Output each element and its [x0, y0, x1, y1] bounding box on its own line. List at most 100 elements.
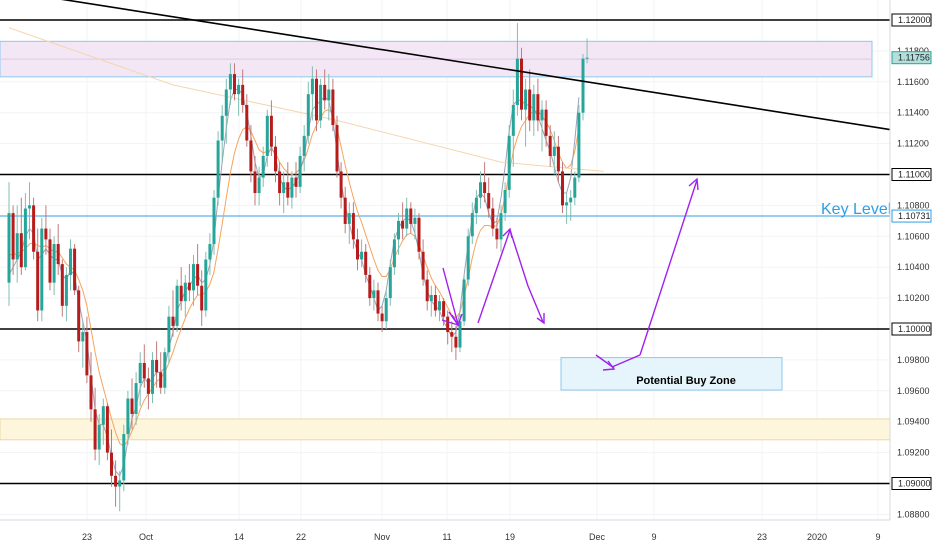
candle-body	[548, 135, 552, 156]
candle-body	[171, 316, 175, 326]
candle	[114, 460, 118, 507]
candle-body	[282, 182, 286, 194]
candle	[171, 290, 175, 337]
candle	[470, 202, 474, 245]
candle	[413, 208, 417, 240]
price-tag-label: 1.10731	[898, 211, 931, 221]
candle	[253, 155, 257, 206]
candle-body	[351, 213, 355, 240]
candle	[134, 372, 138, 425]
candle	[561, 162, 564, 214]
price-tick-label: 1.10400	[897, 262, 930, 272]
price-tick-label: 1.10800	[897, 200, 930, 210]
candle-body	[220, 115, 224, 141]
candle-body	[175, 285, 179, 326]
candle-body	[454, 336, 458, 348]
candle	[503, 182, 507, 221]
candle-body	[466, 236, 470, 280]
candle-body	[577, 112, 581, 178]
candle	[93, 387, 97, 461]
candle	[429, 285, 433, 317]
candle	[155, 341, 159, 388]
candle-body	[401, 220, 405, 229]
candle	[442, 298, 446, 326]
candle-body	[110, 452, 113, 476]
candle	[60, 259, 64, 317]
time-axis[interactable]: 23 Oct 14 22 Nov 11 19 Dec 9 23 2020 9	[0, 519, 890, 542]
annotation-arrow-segment	[442, 267, 459, 325]
candle-body	[491, 208, 495, 229]
candle-body	[245, 104, 249, 141]
candle-body	[60, 264, 64, 306]
candle	[417, 213, 421, 260]
candle-body	[233, 74, 236, 95]
candle-body	[32, 205, 36, 252]
candle	[433, 285, 437, 317]
candle-body	[306, 94, 310, 136]
candle	[36, 228, 40, 322]
candle-body	[52, 244, 56, 283]
candle-body	[265, 115, 269, 156]
candle	[327, 74, 331, 121]
candle	[315, 69, 318, 132]
ma-medium-line	[9, 109, 580, 448]
candle	[368, 267, 372, 306]
price-tick-label: 1.09600	[897, 386, 930, 396]
candle-body	[569, 197, 573, 203]
potential-buy-zone	[560, 357, 783, 391]
price-axis[interactable]: 1.11800 1.11600 1.11400 1.11200 1.10800 1.106…	[889, 0, 932, 550]
candle-body	[573, 177, 577, 198]
candle-body	[335, 125, 339, 172]
candle	[306, 81, 310, 144]
candle	[347, 202, 351, 245]
candle-body	[105, 406, 109, 453]
candle-body	[228, 74, 232, 90]
candle-body	[409, 208, 413, 224]
candle-body	[528, 89, 532, 121]
arrow-head	[602, 360, 616, 371]
candle	[233, 63, 236, 101]
candle-body	[474, 197, 478, 214]
price-axis-background	[890, 0, 932, 550]
candle-body	[360, 251, 364, 260]
candle	[331, 78, 335, 132]
horizontal-levels	[0, 19, 890, 485]
candle	[302, 125, 306, 172]
price-tag-box	[891, 209, 932, 223]
candle	[216, 131, 220, 206]
date-tick-label: 23	[82, 532, 92, 542]
candle-body	[302, 135, 306, 156]
candle	[48, 228, 52, 291]
candle-body	[479, 182, 482, 198]
candle	[118, 471, 122, 512]
arrow-head	[536, 313, 545, 325]
candle	[364, 244, 368, 283]
price-tag-box	[891, 477, 932, 490]
candle-body	[421, 251, 425, 280]
candle	[85, 316, 89, 384]
price-tag-label: 1.10000	[898, 324, 931, 334]
candle	[335, 115, 339, 178]
candle	[569, 189, 573, 221]
candle-body	[552, 146, 556, 156]
candle-body	[241, 84, 245, 105]
candle	[77, 285, 81, 353]
candle-body	[376, 290, 380, 314]
candle	[28, 182, 31, 240]
candle	[290, 171, 294, 209]
candle-body	[438, 301, 441, 311]
date-tick-label: Nov	[374, 532, 391, 542]
date-tick-label: 23	[757, 532, 767, 542]
candle-body	[249, 140, 253, 172]
candle-body	[495, 228, 499, 240]
candle-body	[97, 424, 101, 450]
candle	[491, 197, 495, 237]
candle-body	[347, 213, 351, 224]
price-tick-label: 1.10600	[897, 231, 930, 241]
candle-body	[442, 301, 446, 317]
trendline[interactable]	[0, 0, 891, 131]
candle	[466, 228, 470, 286]
trendline-group[interactable]	[0, 0, 891, 131]
candle	[409, 202, 413, 234]
